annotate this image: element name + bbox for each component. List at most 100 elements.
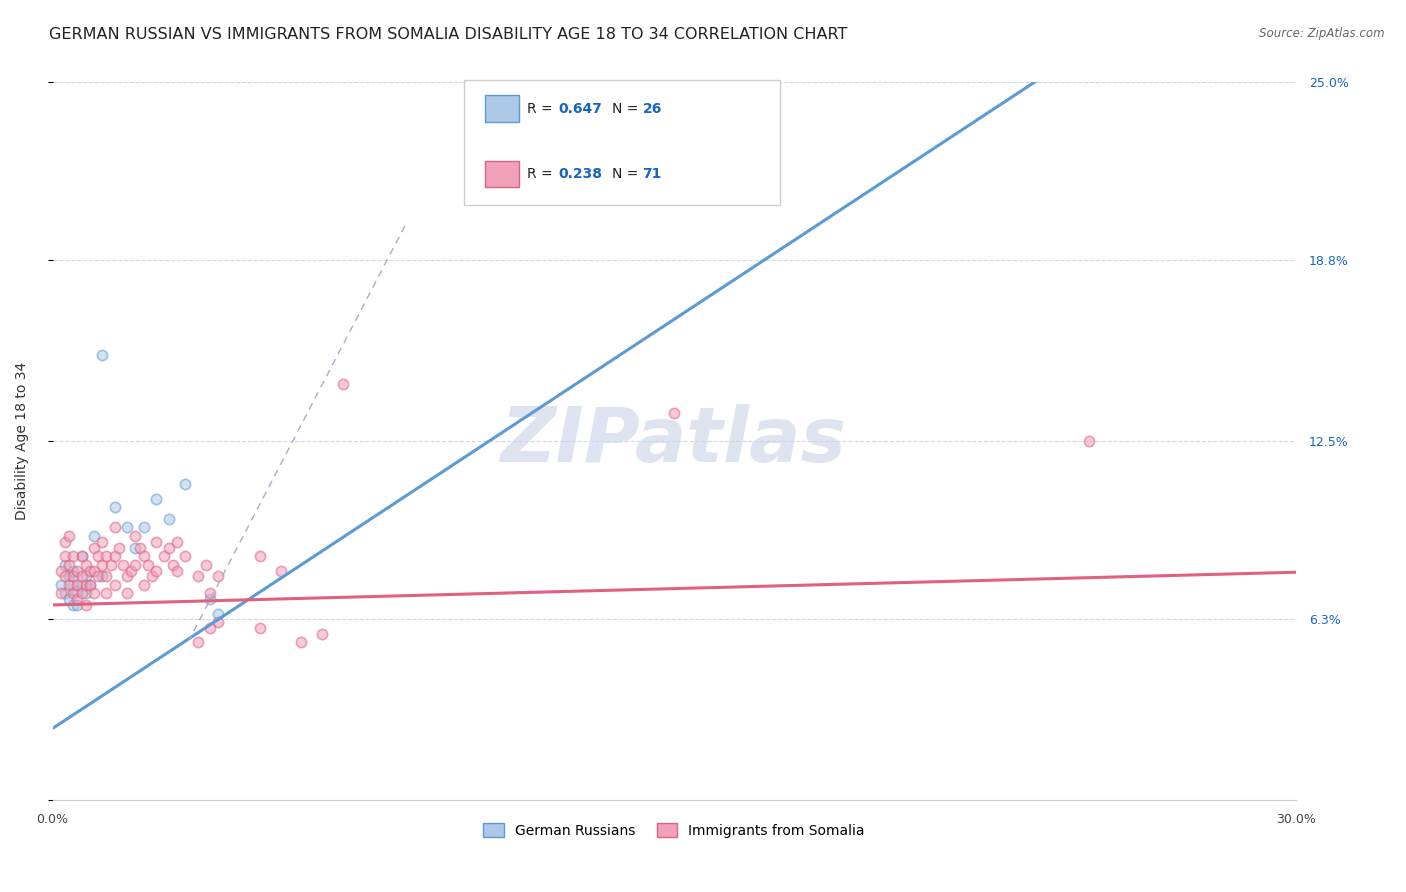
Point: [53, 569, 76, 583]
Point: [96, 549, 118, 563]
Point: [91, 569, 114, 583]
Text: R =: R =: [527, 167, 557, 181]
Point: [157, 512, 180, 526]
Text: 0.238: 0.238: [558, 167, 602, 181]
Point: [108, 541, 131, 555]
Point: [198, 621, 221, 635]
Point: [166, 534, 188, 549]
Point: [187, 635, 209, 649]
Point: [145, 534, 167, 549]
Point: [187, 569, 209, 583]
Point: [58, 569, 80, 583]
Point: [53, 586, 76, 600]
Point: [132, 520, 155, 534]
Point: [249, 621, 271, 635]
Text: 71: 71: [643, 167, 662, 181]
Point: [53, 558, 76, 572]
Point: [79, 578, 101, 592]
Point: [49, 586, 72, 600]
Point: [104, 549, 127, 563]
Point: [124, 541, 146, 555]
Point: [96, 586, 118, 600]
Point: [87, 549, 110, 563]
Point: [62, 578, 84, 592]
Point: [207, 615, 229, 630]
Text: R =: R =: [527, 102, 557, 116]
Point: [83, 586, 105, 600]
Point: [91, 348, 114, 362]
Point: [91, 558, 114, 572]
Text: 26: 26: [643, 102, 662, 116]
Point: [207, 569, 229, 583]
Point: [66, 578, 89, 592]
Point: [132, 549, 155, 563]
Point: [166, 564, 188, 578]
Point: [53, 549, 76, 563]
Point: [104, 500, 127, 515]
Point: [112, 558, 135, 572]
Point: [91, 534, 114, 549]
Text: Source: ZipAtlas.com: Source: ZipAtlas.com: [1260, 27, 1385, 40]
Text: GERMAN RUSSIAN VS IMMIGRANTS FROM SOMALIA DISABILITY AGE 18 TO 34 CORRELATION CH: GERMAN RUSSIAN VS IMMIGRANTS FROM SOMALI…: [49, 27, 848, 42]
Point: [75, 586, 97, 600]
Point: [79, 564, 101, 578]
Point: [207, 607, 229, 621]
Point: [75, 569, 97, 583]
Point: [75, 598, 97, 612]
Point: [120, 564, 142, 578]
Point: [66, 583, 89, 598]
Point: [174, 549, 197, 563]
Point: [87, 569, 110, 583]
Point: [1077, 434, 1099, 449]
Point: [174, 477, 197, 491]
Point: [62, 586, 84, 600]
Point: [104, 578, 127, 592]
Point: [124, 529, 146, 543]
Point: [249, 549, 271, 563]
Point: [70, 569, 93, 583]
Point: [311, 626, 333, 640]
Point: [83, 541, 105, 555]
Point: [49, 578, 72, 592]
Point: [58, 578, 80, 592]
Point: [153, 549, 176, 563]
Point: [58, 592, 80, 607]
Point: [128, 541, 150, 555]
Point: [162, 558, 184, 572]
Point: [290, 635, 312, 649]
Point: [132, 578, 155, 592]
Point: [145, 491, 167, 506]
Text: 0.647: 0.647: [558, 102, 602, 116]
Point: [104, 520, 127, 534]
Point: [53, 534, 76, 549]
Point: [83, 564, 105, 578]
Point: [70, 586, 93, 600]
Point: [115, 586, 138, 600]
Y-axis label: Disability Age 18 to 34: Disability Age 18 to 34: [15, 362, 30, 520]
Point: [62, 598, 84, 612]
Point: [332, 376, 354, 391]
Point: [136, 558, 159, 572]
Point: [66, 564, 89, 578]
Point: [58, 529, 80, 543]
Point: [198, 586, 221, 600]
Point: [79, 578, 101, 592]
Point: [83, 529, 105, 543]
Point: [664, 406, 686, 420]
Text: ZIPatlas: ZIPatlas: [501, 404, 848, 478]
Point: [75, 558, 97, 572]
Text: N =: N =: [612, 167, 643, 181]
Point: [62, 564, 84, 578]
Point: [198, 592, 221, 607]
Point: [75, 578, 97, 592]
Point: [124, 558, 146, 572]
Point: [115, 520, 138, 534]
Point: [49, 564, 72, 578]
Point: [66, 592, 89, 607]
Point: [66, 598, 89, 612]
Point: [70, 549, 93, 563]
Legend: German Russians, Immigrants from Somalia: German Russians, Immigrants from Somalia: [478, 818, 870, 844]
Point: [157, 541, 180, 555]
Point: [115, 569, 138, 583]
Point: [70, 578, 93, 592]
